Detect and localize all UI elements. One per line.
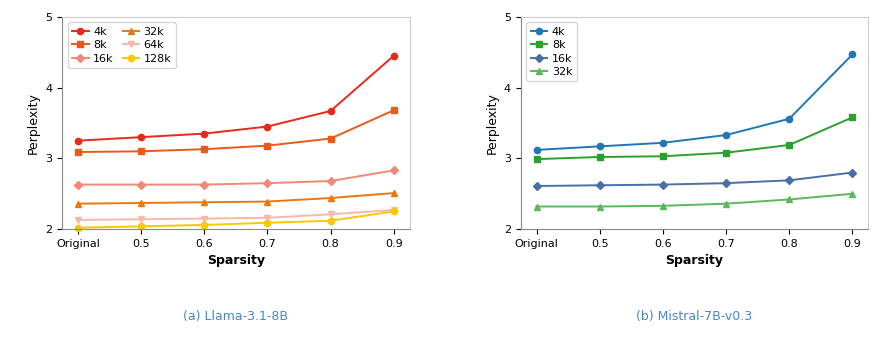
4k <box>73 139 83 143</box>
32k <box>657 204 668 208</box>
64k <box>136 217 146 221</box>
64k <box>325 212 336 216</box>
4k <box>198 131 209 135</box>
64k <box>73 218 83 222</box>
8k <box>262 144 273 148</box>
16k <box>136 183 146 187</box>
16k <box>388 168 399 173</box>
16k <box>73 183 83 187</box>
16k <box>847 171 858 175</box>
Line: 128k: 128k <box>74 208 397 231</box>
64k <box>388 208 399 212</box>
128k <box>388 209 399 214</box>
128k <box>325 219 336 223</box>
4k <box>325 109 336 113</box>
4k <box>721 133 732 137</box>
32k <box>262 200 273 204</box>
8k <box>198 147 209 151</box>
4k <box>262 124 273 128</box>
32k <box>721 202 732 206</box>
8k <box>532 157 542 161</box>
Line: 16k: 16k <box>533 170 856 189</box>
32k <box>532 205 542 209</box>
32k <box>325 196 336 200</box>
8k <box>847 115 858 119</box>
8k <box>73 150 83 154</box>
Line: 4k: 4k <box>74 53 397 144</box>
Line: 8k: 8k <box>74 107 397 155</box>
Text: (b) Mistral-7B-v0.3: (b) Mistral-7B-v0.3 <box>636 310 752 323</box>
8k <box>721 151 732 155</box>
128k <box>73 226 83 230</box>
16k <box>721 181 732 185</box>
4k <box>847 52 858 56</box>
16k <box>595 183 605 187</box>
32k <box>784 197 795 202</box>
4k <box>595 144 605 148</box>
16k <box>198 183 209 187</box>
Line: 16k: 16k <box>74 167 397 188</box>
Y-axis label: Perplexity: Perplexity <box>486 92 498 154</box>
32k <box>198 200 209 204</box>
8k <box>657 154 668 158</box>
Legend: 4k, 8k, 16k, 32k, 64k, 128k: 4k, 8k, 16k, 32k, 64k, 128k <box>67 22 175 68</box>
32k <box>73 202 83 206</box>
8k <box>388 108 399 112</box>
Line: 32k: 32k <box>533 191 856 210</box>
4k <box>657 141 668 145</box>
4k <box>136 135 146 139</box>
16k <box>262 181 273 185</box>
16k <box>532 184 542 188</box>
Line: 4k: 4k <box>533 51 856 153</box>
4k <box>784 117 795 121</box>
Y-axis label: Perplexity: Perplexity <box>27 92 40 154</box>
8k <box>784 143 795 147</box>
X-axis label: Sparsity: Sparsity <box>665 254 724 268</box>
Legend: 4k, 8k, 16k, 32k: 4k, 8k, 16k, 32k <box>526 22 577 81</box>
64k <box>198 216 209 220</box>
32k <box>388 191 399 195</box>
16k <box>657 183 668 187</box>
32k <box>595 205 605 209</box>
32k <box>136 201 146 205</box>
8k <box>136 149 146 153</box>
32k <box>847 192 858 196</box>
16k <box>784 178 795 182</box>
Line: 32k: 32k <box>74 190 397 207</box>
128k <box>198 223 209 227</box>
Line: 8k: 8k <box>533 114 856 162</box>
64k <box>262 216 273 220</box>
16k <box>325 179 336 183</box>
128k <box>136 224 146 228</box>
Line: 64k: 64k <box>74 207 397 223</box>
4k <box>388 54 399 58</box>
Text: (a) Llama-3.1-8B: (a) Llama-3.1-8B <box>183 310 288 323</box>
8k <box>595 155 605 159</box>
128k <box>262 221 273 225</box>
X-axis label: Sparsity: Sparsity <box>206 254 265 268</box>
4k <box>532 148 542 152</box>
8k <box>325 136 336 141</box>
